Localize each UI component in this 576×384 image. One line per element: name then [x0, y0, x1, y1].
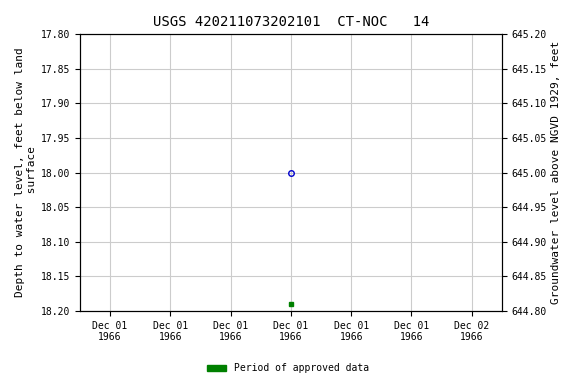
Title: USGS 420211073202101  CT-NOC   14: USGS 420211073202101 CT-NOC 14	[153, 15, 429, 29]
Legend: Period of approved data: Period of approved data	[203, 359, 373, 377]
Y-axis label: Groundwater level above NGVD 1929, feet: Groundwater level above NGVD 1929, feet	[551, 41, 561, 304]
Y-axis label: Depth to water level, feet below land
 surface: Depth to water level, feet below land su…	[15, 48, 37, 298]
